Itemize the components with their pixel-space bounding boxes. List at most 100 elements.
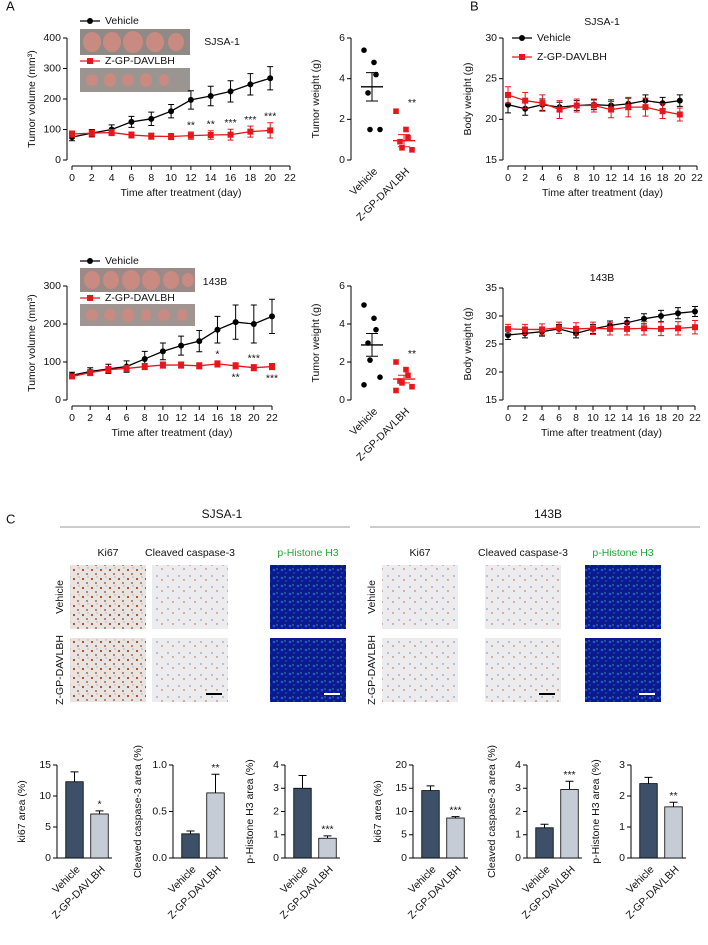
x-tick-label: 6 — [556, 412, 562, 424]
marker — [87, 369, 94, 376]
stain-label: p-Histone H3 — [277, 547, 338, 559]
marker — [87, 295, 93, 301]
x-tick-label: 20 — [672, 412, 684, 424]
y-tick-label: 25 — [485, 338, 497, 350]
stain-label: Cleaved caspase-3 — [145, 547, 235, 559]
marker — [187, 96, 194, 103]
bar — [318, 837, 337, 859]
marker — [227, 88, 234, 95]
x-tick-label: 20 — [248, 412, 260, 424]
y-tick-label: 0 — [273, 852, 279, 864]
y-tick-label: 3 — [515, 782, 521, 794]
x-tick-label: 0 — [505, 172, 511, 184]
marker — [641, 325, 647, 332]
marker — [232, 319, 239, 326]
x-tick-label: 12 — [605, 172, 617, 184]
x-tick-label: 2 — [87, 412, 93, 424]
y-axis-label: Tumor volume (mm³) — [26, 50, 38, 148]
marker — [607, 325, 613, 332]
marker — [207, 131, 214, 138]
marker — [187, 132, 194, 139]
marker — [88, 130, 95, 137]
marker — [676, 111, 683, 118]
y-tick-label: 2 — [339, 113, 345, 125]
bar — [560, 789, 579, 859]
y-tick-label: 6 — [339, 32, 345, 44]
y-axis-label: p-Histone H3 area (%) — [244, 759, 256, 863]
x-tick-label: 10 — [587, 412, 599, 424]
x-tick-label: 20 — [264, 172, 276, 184]
x-tick-label: 4 — [105, 412, 111, 424]
marker — [539, 100, 546, 107]
micrograph — [585, 638, 661, 702]
y-tick-label: 0 — [401, 852, 407, 864]
y-tick-label: 1 — [619, 821, 625, 833]
significance-label: ** — [232, 372, 240, 384]
x-tick-label: 18 — [245, 172, 257, 184]
marker — [148, 133, 155, 140]
marker — [373, 71, 379, 78]
marker — [214, 326, 221, 333]
y-tick-label: 0 — [45, 852, 51, 864]
x-tick-label: 14 — [193, 412, 205, 424]
marker — [123, 365, 130, 372]
marker — [556, 106, 563, 113]
marker — [522, 326, 528, 333]
x-tick-label: 6 — [557, 172, 563, 184]
x-tick-label: 12 — [175, 412, 187, 424]
significance-label: *** — [563, 769, 575, 781]
x-tick-label: 18 — [230, 412, 242, 424]
row-label: Vehicle — [366, 580, 378, 614]
y-tick-label: 4 — [339, 318, 345, 330]
bar — [421, 790, 440, 859]
x-tick-label: 10 — [157, 412, 169, 424]
micrograph — [485, 565, 561, 629]
y-tick-label: 0 — [515, 852, 521, 864]
marker — [128, 131, 135, 138]
row-label: Vehicle — [54, 580, 66, 614]
y-axis-label: Cleaved caspase-3 area (%) — [132, 745, 144, 878]
marker — [377, 374, 383, 381]
significance-label: ** — [408, 348, 416, 360]
marker — [196, 362, 203, 369]
marker — [659, 100, 666, 107]
error-bar — [95, 810, 104, 814]
marker — [250, 364, 257, 371]
marker — [232, 362, 239, 369]
marker — [519, 35, 525, 41]
legend-label: Z-GP-DAVLBH — [105, 55, 175, 67]
x-tick-label: 12 — [604, 412, 616, 424]
y-tick-label: 2 — [339, 356, 345, 368]
marker — [505, 325, 511, 332]
marker — [227, 131, 234, 138]
y-tick-label: 0.5 — [152, 805, 167, 817]
error-bar — [186, 830, 195, 834]
x-tick-label: 22 — [691, 172, 703, 184]
y-tick-label: 0 — [339, 154, 345, 166]
chart-title: 143B — [590, 272, 615, 284]
x-tick-label: 18 — [655, 412, 667, 424]
x-tick-label: 22 — [266, 412, 278, 424]
marker — [168, 108, 175, 115]
error-bar — [70, 771, 79, 782]
x-tick-label: 14 — [205, 172, 217, 184]
significance-label: ** — [669, 790, 677, 802]
bar — [639, 783, 658, 859]
y-tick-label: 2 — [515, 805, 521, 817]
y-tick-label: 15 — [485, 154, 497, 166]
x-tick-label: 12 — [185, 172, 197, 184]
micrograph — [382, 638, 458, 702]
x-tick-label: 6 — [124, 412, 130, 424]
marker — [659, 108, 666, 115]
significance-label: *** — [224, 117, 236, 129]
significance-label: *** — [248, 352, 260, 364]
y-tick-label: 0 — [55, 394, 61, 406]
x-tick-label: 2 — [89, 172, 95, 184]
error-bar — [398, 134, 410, 148]
marker — [178, 342, 185, 349]
bar — [206, 792, 225, 859]
x-tick-label: 14 — [622, 172, 634, 184]
y-tick-label: 0.0 — [152, 852, 167, 864]
x-tick-label: 10 — [588, 172, 600, 184]
marker — [141, 363, 148, 370]
